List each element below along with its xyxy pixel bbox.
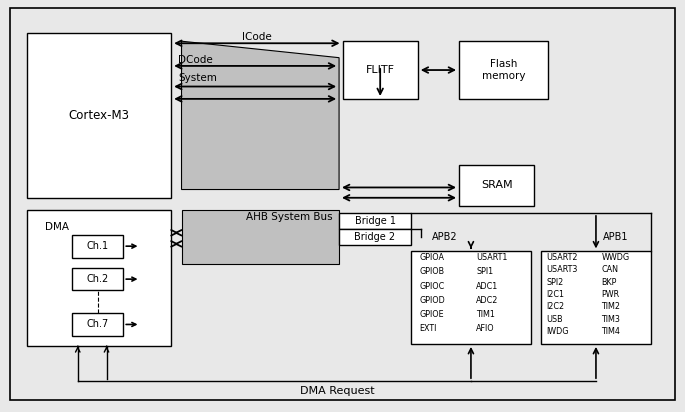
- Text: DCode: DCode: [178, 55, 213, 65]
- Text: USART2: USART2: [547, 253, 578, 262]
- Text: TIM1: TIM1: [477, 310, 495, 319]
- Text: Ch.7: Ch.7: [86, 319, 109, 330]
- Bar: [27, 210, 171, 346]
- Bar: [27, 33, 171, 198]
- Text: Ch.1: Ch.1: [86, 241, 109, 251]
- Text: PWR: PWR: [601, 290, 619, 299]
- Polygon shape: [182, 210, 339, 264]
- Text: WWDG: WWDG: [601, 253, 630, 262]
- Text: I2C2: I2C2: [547, 302, 564, 311]
- Text: USB: USB: [547, 315, 563, 324]
- Bar: [339, 229, 411, 245]
- Text: TIM3: TIM3: [601, 315, 621, 324]
- Text: Bridge 2: Bridge 2: [354, 232, 396, 242]
- Text: TIM4: TIM4: [601, 327, 621, 336]
- Bar: [459, 165, 534, 206]
- Text: AFIO: AFIO: [477, 324, 495, 333]
- Text: APB2: APB2: [432, 232, 457, 242]
- Bar: [342, 41, 418, 99]
- Text: GPIOB: GPIOB: [419, 267, 445, 276]
- Text: GPIOE: GPIOE: [419, 310, 444, 319]
- Text: GPIOD: GPIOD: [419, 296, 445, 305]
- Text: GPIOA: GPIOA: [419, 253, 444, 262]
- Text: AHB System Bus: AHB System Bus: [246, 212, 332, 222]
- Text: ICode: ICode: [242, 32, 272, 42]
- Text: IWDG: IWDG: [547, 327, 569, 336]
- Bar: [411, 251, 531, 344]
- Text: SPI2: SPI2: [547, 278, 564, 287]
- Text: Ch.2: Ch.2: [86, 274, 109, 284]
- Bar: [72, 313, 123, 336]
- Text: CAN: CAN: [601, 265, 619, 274]
- Text: ADC2: ADC2: [477, 296, 499, 305]
- Text: DMA: DMA: [45, 222, 68, 232]
- Text: BKP: BKP: [601, 278, 616, 287]
- Text: APB1: APB1: [603, 232, 628, 242]
- Bar: [459, 41, 548, 99]
- Polygon shape: [182, 41, 339, 190]
- Bar: [339, 213, 411, 229]
- Text: DMA Request: DMA Request: [299, 386, 374, 396]
- Text: TIM2: TIM2: [601, 302, 621, 311]
- Bar: [541, 251, 651, 344]
- Text: SPI1: SPI1: [477, 267, 493, 276]
- Bar: [72, 268, 123, 290]
- Text: FLITF: FLITF: [366, 65, 395, 75]
- Text: ADC1: ADC1: [477, 281, 499, 290]
- Text: SRAM: SRAM: [481, 180, 512, 190]
- Bar: [72, 235, 123, 258]
- Text: USART1: USART1: [477, 253, 508, 262]
- Text: USART3: USART3: [547, 265, 578, 274]
- Text: EXTI: EXTI: [419, 324, 436, 333]
- Text: Bridge 1: Bridge 1: [355, 216, 395, 226]
- Text: Cortex-M3: Cortex-M3: [68, 109, 130, 122]
- Text: Flash
memory: Flash memory: [482, 59, 525, 81]
- Text: System: System: [178, 73, 217, 83]
- Text: I2C1: I2C1: [547, 290, 564, 299]
- Text: GPIOC: GPIOC: [419, 281, 445, 290]
